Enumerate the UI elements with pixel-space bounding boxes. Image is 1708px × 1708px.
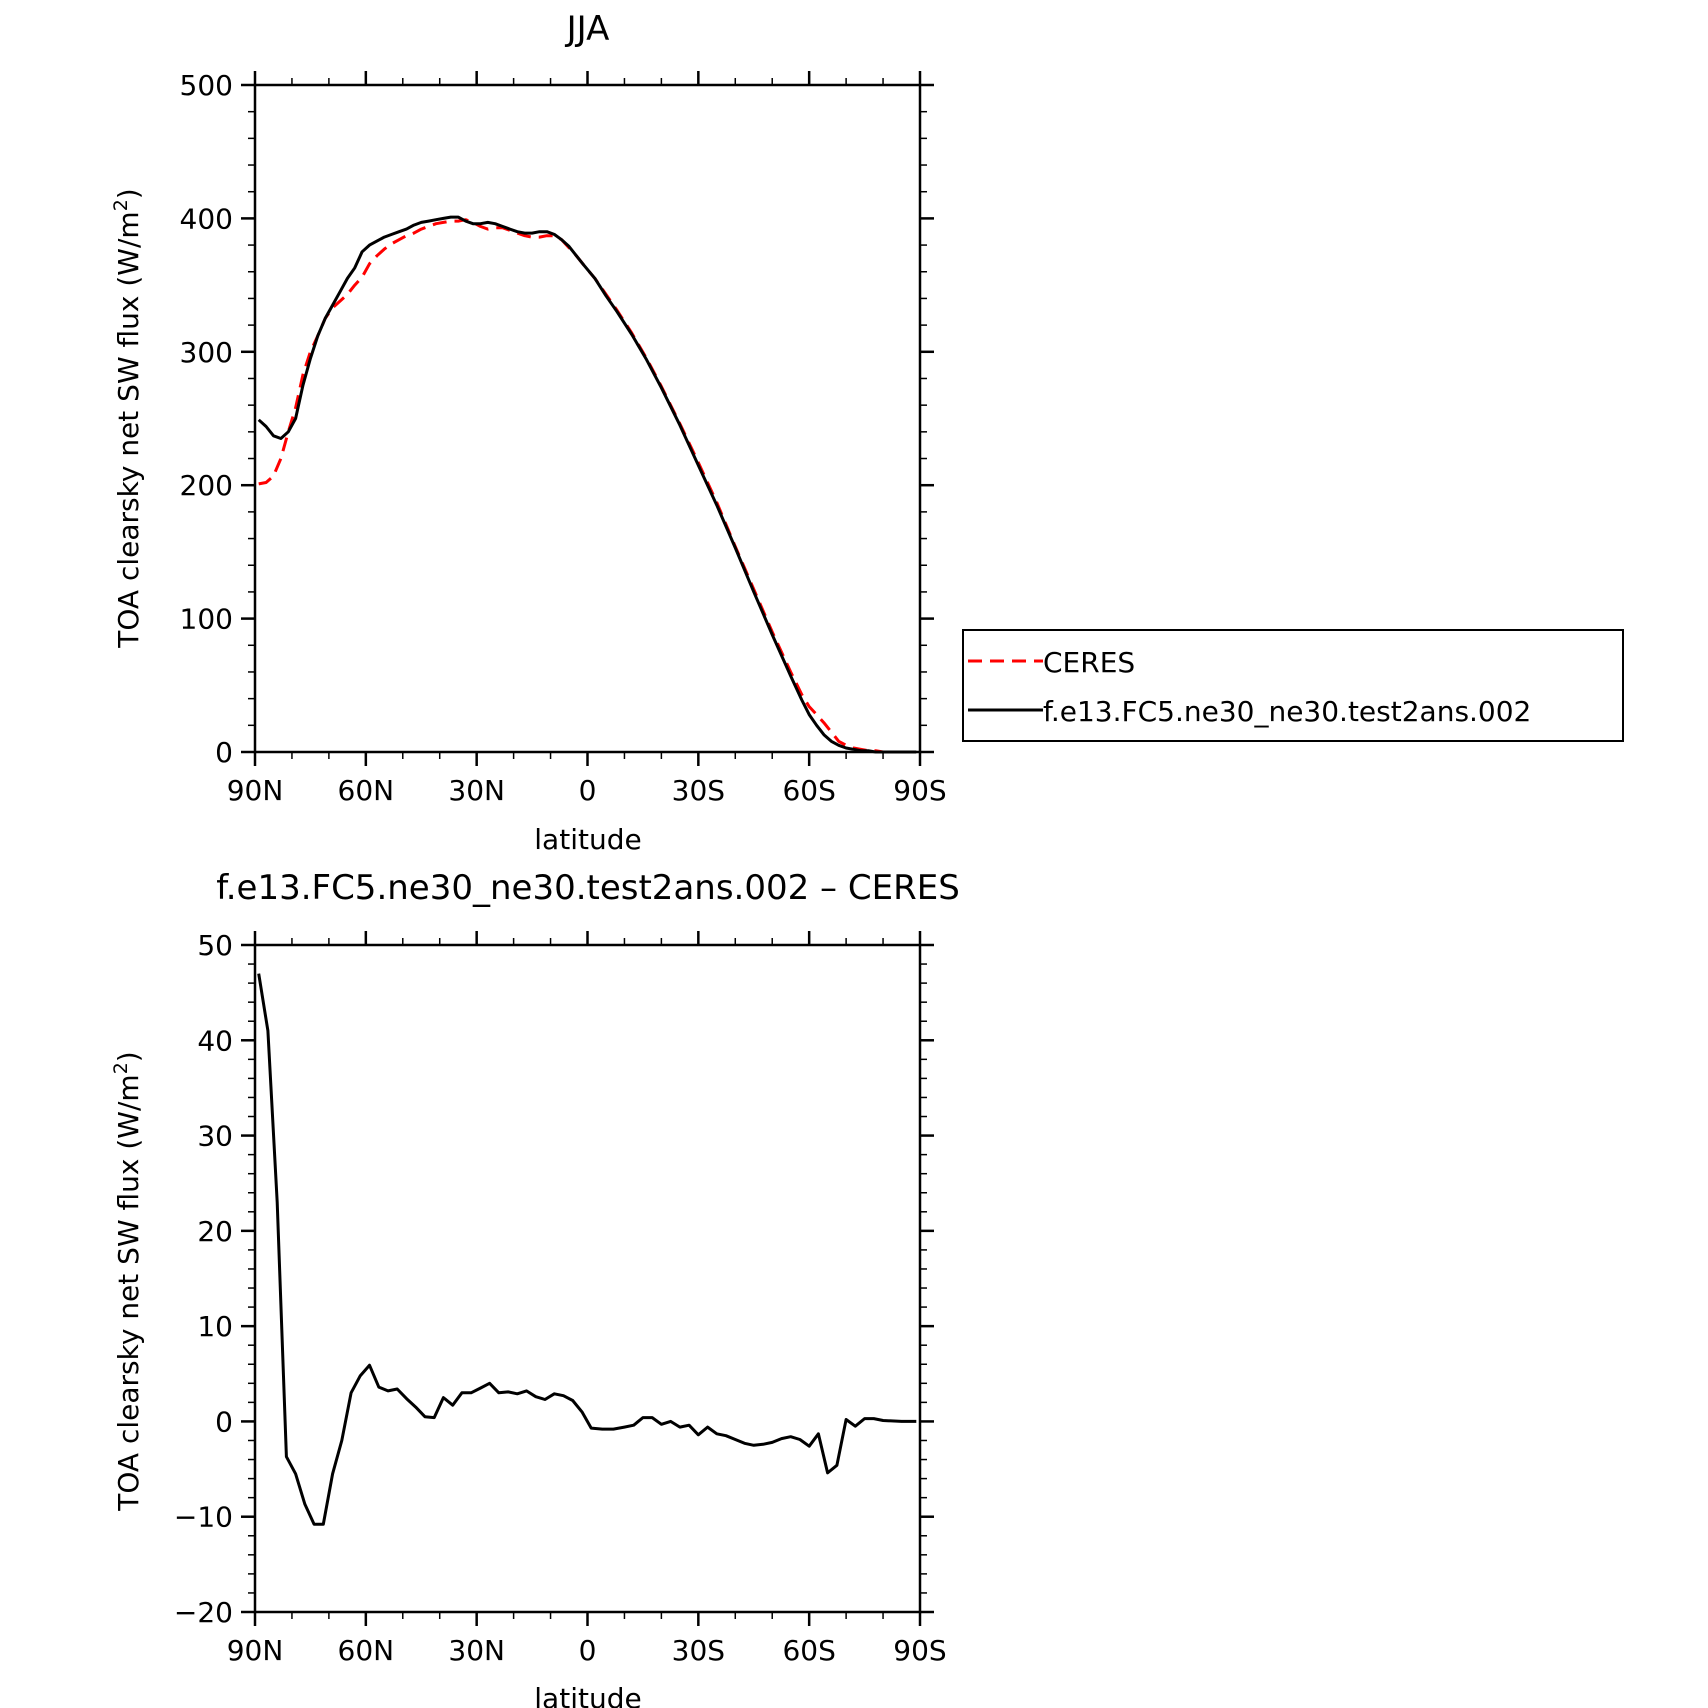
x-tick-label: 30S: [672, 1634, 725, 1667]
top-x-tick-labels: 90N 60N 30N 0 30S 60S 90S: [227, 774, 947, 807]
top-y-axis-label-tail: ): [112, 188, 145, 199]
bottom-plot-frame: [253, 943, 922, 1614]
y-tick-label: 30: [197, 1120, 233, 1153]
top-y-axis-label: TOA clearsky net SW flux (W/m2): [110, 188, 145, 648]
ceres-series-line: [258, 218, 917, 754]
top-y-axis-label-main: TOA clearsky net SW flux (W/m: [112, 211, 145, 648]
bottom-axis-ticks: [241, 931, 934, 1626]
x-tick-label: 60S: [782, 774, 835, 807]
bottom-panel: f.e13.FC5.ne30_ne30.test2ans.002 – CERES…: [110, 868, 960, 1708]
x-tick-label: 90S: [893, 774, 946, 807]
y-tick-label: 50: [197, 929, 233, 962]
y-tick-label: 400: [180, 202, 233, 235]
top-chart-title: JJA: [565, 9, 610, 49]
x-tick-label: 30N: [448, 1634, 505, 1667]
x-tick-label: 0: [579, 774, 597, 807]
legend-box: [962, 629, 1624, 742]
y-tick-label: 20: [197, 1215, 233, 1248]
y-tick-label: 10: [197, 1310, 233, 1343]
x-tick-label: 90N: [227, 1634, 284, 1667]
x-tick-label: 90S: [893, 1634, 946, 1667]
top-axis-ticks: [241, 71, 934, 766]
y-tick-label: 0: [215, 736, 233, 769]
x-tick-label: 90N: [227, 774, 284, 807]
bottom-y-axis-label: TOA clearsky net SW flux (W/m2): [110, 1051, 145, 1511]
bottom-x-axis-label: latitude: [534, 1682, 641, 1708]
bottom-y-axis-label-main: TOA clearsky net SW flux (W/m: [112, 1074, 145, 1511]
x-tick-label: 30N: [448, 774, 505, 807]
y-tick-label: 40: [197, 1024, 233, 1057]
bottom-series: [257, 973, 917, 1526]
y-tick-label: 300: [180, 336, 233, 369]
bottom-chart-title: f.e13.FC5.ne30_ne30.test2ans.002 – CERES: [216, 868, 960, 908]
bottom-y-axis-label-tail: ): [112, 1051, 145, 1062]
x-tick-label: 30S: [672, 774, 725, 807]
bottom-y-axis-label-text: TOA clearsky net SW flux (W/m2): [110, 1051, 145, 1511]
x-tick-label: 60N: [338, 1634, 395, 1667]
model-series-line: [257, 215, 917, 754]
y-tick-label: −10: [174, 1501, 233, 1534]
legend-label-ceres: CERES: [1043, 646, 1135, 679]
bottom-x-tick-labels: 90N 60N 30N 0 30S 60S 90S: [227, 1634, 947, 1667]
x-tick-label: 60N: [338, 774, 395, 807]
bottom-y-axis-label-sup: 2: [110, 1062, 132, 1074]
legend-label-model: f.e13.FC5.ne30_ne30.test2ans.002: [1043, 695, 1531, 728]
top-plot-frame: [253, 83, 922, 754]
bottom-y-tick-labels: −20 −10 0 10 20 30 40 50: [174, 929, 233, 1629]
y-tick-label: 0: [215, 1405, 233, 1438]
top-y-axis-label-sup: 2: [110, 199, 132, 211]
top-x-axis-label: latitude: [534, 823, 641, 856]
y-tick-label: 100: [180, 603, 233, 636]
top-y-tick-labels: 0 100 200 300 400 500: [180, 69, 233, 769]
y-tick-label: −20: [174, 1596, 233, 1629]
x-tick-label: 60S: [782, 1634, 835, 1667]
top-panel: JJA TOA clearsky net SW flux (W/m2) lati…: [110, 9, 947, 856]
top-series: [257, 215, 917, 754]
x-tick-label: 0: [579, 1634, 597, 1667]
y-tick-label: 200: [180, 469, 233, 502]
legend: CERES f.e13.FC5.ne30_ne30.test2ans.002: [962, 629, 1624, 742]
y-tick-label: 500: [180, 69, 233, 102]
difference-series-line: [257, 973, 917, 1526]
top-y-axis-label-text: TOA clearsky net SW flux (W/m2): [110, 188, 145, 648]
